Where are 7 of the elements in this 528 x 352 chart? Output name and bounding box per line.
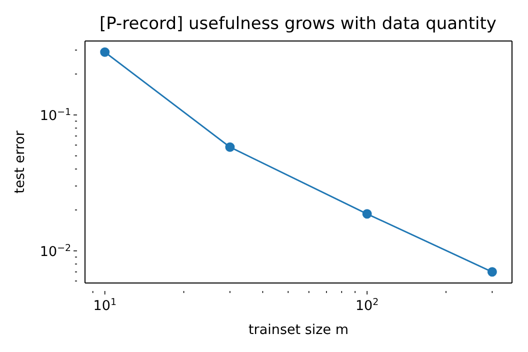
x-tick-label: 10$^{1}$ [93,296,116,314]
x-tick-label: 10$^{2}$ [355,296,379,314]
y-tick-label: 10$^{−2}$ [40,242,71,260]
x-axis-title: trainset size m [248,322,348,338]
chart-title: [P-record] usefulness grows with data quantity [98,14,498,34]
y-tick-label: 10$^{−1}$ [40,106,71,124]
y-axis-title: test error [12,130,28,194]
